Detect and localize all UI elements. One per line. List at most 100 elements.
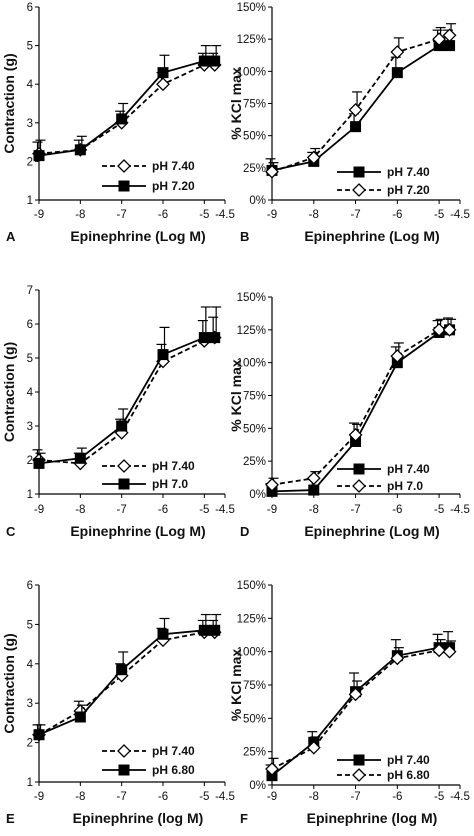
y-tick-label: 75% (243, 99, 266, 111)
y-tick-label: 6 (27, 2, 33, 14)
legend-entry: pH 6.80 (337, 768, 430, 782)
series-ph-7.40 (32, 52, 222, 161)
y-tick-label: 25% (243, 747, 266, 759)
data-point (265, 477, 279, 492)
x-tick-label: -7 (350, 504, 360, 516)
series-line (38, 631, 215, 736)
series-ph-7.40 (32, 619, 222, 742)
y-tick-label: 1 (27, 777, 33, 789)
panel-letter: F (240, 811, 248, 826)
y-axis-label: Contraction (g) (1, 342, 17, 442)
data-point (442, 644, 457, 659)
data-point (157, 628, 169, 640)
data-point (348, 427, 363, 442)
x-tick-label: -5 (434, 504, 444, 516)
data-point (306, 471, 321, 486)
y-tick-label: 50% (243, 423, 266, 435)
y-axis-label: % KCl max (228, 649, 244, 722)
legend-marker (352, 768, 366, 782)
y-tick-label: 100% (237, 358, 266, 370)
y-tick-label: 7 (27, 285, 33, 297)
data-point (116, 664, 128, 676)
y-tick-label: 150% (237, 580, 266, 592)
data-point (209, 332, 221, 344)
data-point (390, 651, 405, 666)
x-tick-label: -5 (199, 504, 209, 516)
legend-marker (353, 754, 365, 766)
x-tick-label: -7 (350, 209, 360, 221)
legend-marker (353, 463, 365, 475)
y-tick-label: 75% (243, 680, 266, 692)
legend-entry: pH 7.20 (102, 179, 195, 193)
y-tick-label: 1 (27, 489, 33, 501)
y-tick-label: 150% (237, 292, 266, 304)
x-tick-label: -5 (434, 209, 444, 221)
data-point (390, 45, 405, 59)
y-tick-label: 1 (27, 195, 33, 207)
series-line (38, 64, 215, 155)
chart-panel-c: 1 2 3 4 5 6 7 -9 -8 -7 -6 -5 -4.5 Epinephrine (Log M)… (1, 285, 235, 539)
data-point (348, 687, 363, 702)
legend-entry: pH 7.40 (337, 753, 430, 767)
data-point (157, 349, 169, 361)
series-ph-6.80 (33, 613, 222, 741)
x-tick-label: -7 (117, 209, 127, 221)
y-tick-label: 0% (249, 195, 266, 207)
data-point (157, 67, 169, 79)
panel-letter: A (6, 229, 16, 244)
y-tick-label: 4 (27, 79, 34, 91)
y-tick-label: 4 (27, 387, 34, 399)
x-tick-label: -6 (392, 791, 402, 803)
series-ph-7.20 (33, 44, 222, 162)
series-ph-7.0 (265, 318, 457, 492)
y-tick-label: 100% (237, 647, 266, 659)
data-point (306, 740, 321, 755)
legend-label: pH 7.40 (152, 159, 195, 173)
data-point (198, 624, 210, 636)
x-tick-label: -7 (117, 504, 127, 516)
legend-marker (117, 159, 131, 173)
data-point (209, 55, 221, 67)
legend-marker (117, 744, 131, 758)
y-tick-label: 5 (27, 41, 33, 53)
x-tick-label: -6 (158, 504, 168, 516)
x-tick-label: -6 (158, 791, 168, 803)
series-ph-7.0 (33, 306, 222, 469)
x-tick-label: -4.5 (215, 504, 235, 516)
legend-label: pH 7.40 (152, 459, 195, 473)
legend-marker (118, 478, 130, 490)
chart-panel-a: 1 2 3 4 5 6 -9 -8 -7 -6 -5 -4.5 Epinephrine (Log M) C… (1, 2, 235, 244)
x-tick-label: -7 (117, 791, 127, 803)
panel-letter: E (6, 811, 15, 826)
data-point (265, 164, 279, 179)
series-ph-7.20 (265, 23, 457, 179)
panel-letter: D (240, 524, 249, 539)
x-tick-label: -9 (267, 209, 277, 221)
data-point (442, 28, 457, 43)
legend-label: pH 7.20 (152, 179, 195, 193)
x-axis-label: Epinephrine (log M) (307, 810, 438, 826)
series-line (271, 649, 450, 770)
data-point (33, 150, 45, 162)
x-axis-label: Epinephrine (Log M) (70, 523, 205, 539)
y-tick-label: 5 (27, 353, 33, 365)
x-axis-label: Epinephrine (log M) (73, 810, 204, 826)
x-tick-label: -8 (75, 504, 85, 516)
y-tick-label: 5 (27, 619, 33, 631)
legend-entry: pH 7.40 (102, 459, 195, 473)
y-tick-label: 125% (237, 325, 266, 337)
x-tick-label: -6 (158, 209, 168, 221)
x-tick-label: -8 (309, 209, 319, 221)
y-axis-label: % KCl max (228, 67, 244, 140)
x-tick-label: -4.5 (450, 504, 470, 516)
y-tick-label: 6 (27, 319, 33, 331)
y-tick-label: 100% (237, 66, 266, 78)
y-tick-label: 75% (243, 391, 266, 403)
y-tick-label: 2 (27, 156, 33, 168)
x-axis-label: Epinephrine (Log M) (304, 228, 439, 244)
y-tick-label: 150% (237, 2, 266, 14)
x-tick-label: -9 (34, 504, 44, 516)
series-line (271, 44, 450, 172)
data-point (209, 624, 221, 636)
